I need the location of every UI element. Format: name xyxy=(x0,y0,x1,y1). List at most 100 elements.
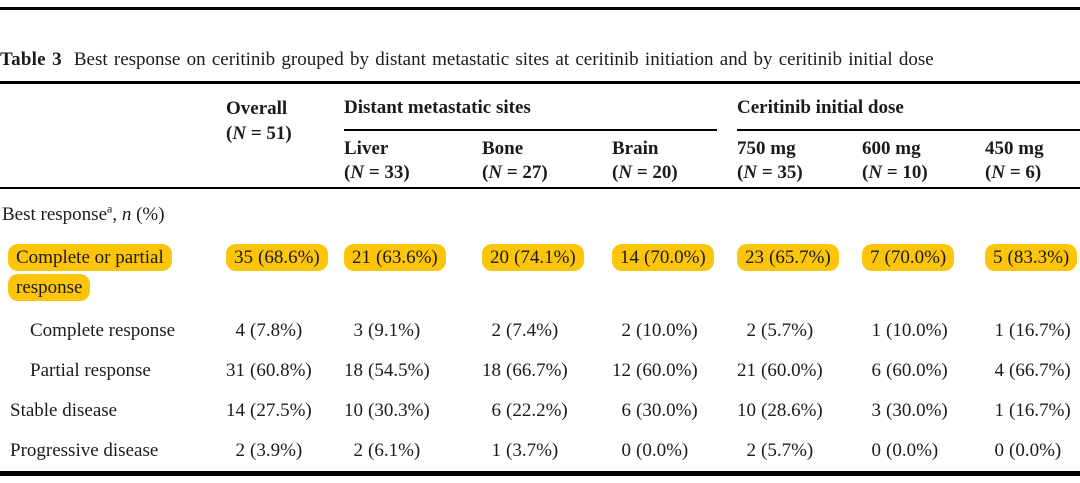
n-rest: = 51) xyxy=(246,123,292,144)
col-header-overall: Overall (N = 51) xyxy=(226,82,344,189)
n-open: ( xyxy=(482,162,489,183)
cell: 10 (28.6%) xyxy=(737,400,823,421)
cell: 5 (83.3%) xyxy=(985,233,1080,311)
highlight-mark: Complete or partial response xyxy=(8,244,172,301)
cell: 4 (66.7%) xyxy=(994,360,1071,381)
cell: 21 (63.6%) xyxy=(344,233,482,311)
overall-n-label: (N = 51) xyxy=(226,121,344,146)
table-number: Table 3 xyxy=(0,49,62,70)
col-n-label: (N = 33) xyxy=(344,161,482,185)
n-open: ( xyxy=(344,162,351,183)
highlight-mark: 21 (63.6%) xyxy=(344,244,446,271)
cell: 4 (7.8%) xyxy=(235,320,303,341)
cell: 1 (16.7%) xyxy=(994,320,1071,341)
cell: 35 (68.6%) xyxy=(226,233,344,311)
col-label: Brain xyxy=(612,138,659,159)
group-label: Distant metastatic sites xyxy=(344,84,718,131)
cell: 6 (22.2%) xyxy=(491,400,568,421)
col-n-label: (N = 6) xyxy=(985,161,1080,185)
group-header-row: Overall (N = 51) Distant metastatic site… xyxy=(0,82,1080,189)
col-n-label: (N = 10) xyxy=(862,161,985,185)
n-open: ( xyxy=(985,162,992,183)
highlight-mark: 14 (70.0%) xyxy=(612,244,714,271)
cell: 14 (70.0%) xyxy=(612,233,737,311)
n-rest: = 27) xyxy=(502,162,548,183)
cell: 6 (60.0%) xyxy=(871,360,948,381)
cell: 1 (3.7%) xyxy=(491,440,559,461)
n-rest: = 20) xyxy=(632,162,678,183)
cell: 2 (6.1%) xyxy=(353,440,421,461)
cell: 2 (7.4%) xyxy=(491,320,559,341)
cell: 21 (60.0%) xyxy=(737,360,823,381)
row-stable-disease: Stable disease 14 (27.5%) 10 (30.3%) 6 (22.… xyxy=(0,391,1080,431)
highlight-mark: 23 (65.7%) xyxy=(737,244,839,271)
n-open: ( xyxy=(862,162,869,183)
n-symbol: N xyxy=(868,162,883,183)
cell: 12 (60.0%) xyxy=(612,360,698,381)
cell: 1 (16.7%) xyxy=(994,400,1071,421)
col-header-450mg: 450 mg (N = 6) xyxy=(985,131,1080,189)
col-label: Bone xyxy=(482,138,524,159)
n-rest: = 10) xyxy=(882,162,928,183)
n-symbol: N xyxy=(232,123,247,144)
row-label: Complete or partial response xyxy=(0,233,226,311)
col-header-600mg: 600 mg (N = 10) xyxy=(862,131,986,189)
highlight-mark: 20 (74.1%) xyxy=(482,244,584,271)
row-label: Complete response xyxy=(30,320,176,341)
cell: 0 (0.0%) xyxy=(621,440,689,461)
col-label: 450 mg xyxy=(985,138,1044,159)
cell: 10 (30.3%) xyxy=(344,400,430,421)
col-n-label: (N = 20) xyxy=(612,161,737,185)
cell: 7 (70.0%) xyxy=(862,233,985,311)
cell: 6 (30.0%) xyxy=(621,400,698,421)
corner-cell xyxy=(0,82,226,189)
col-header-brain: Brain (N = 20) xyxy=(612,131,738,189)
cell: 1 (10.0%) xyxy=(871,320,948,341)
row-label: Partial response xyxy=(30,360,151,381)
n-lowercase-symbol: n xyxy=(121,204,132,225)
col-label: Liver xyxy=(344,138,389,159)
cell: 2 (3.9%) xyxy=(235,440,303,461)
group-label: Ceritinib initial dose xyxy=(737,84,1080,131)
cell: 0 (0.0%) xyxy=(994,440,1062,461)
col-label: 750 mg xyxy=(737,138,796,159)
row-best-response-section: Best responsea, n (%) xyxy=(0,188,1080,233)
top-rule xyxy=(0,7,1080,10)
col-n-label: (N = 35) xyxy=(737,161,862,185)
n-rest: = 33) xyxy=(364,162,410,183)
subheader-row: Liver (N = 33) Bone (N = 27) Brain (N = … xyxy=(0,131,1080,189)
n-symbol: N xyxy=(488,162,503,183)
group-header-ceritinib-initial-dose: Ceritinib initial dose xyxy=(737,83,1080,131)
n-open: ( xyxy=(737,162,744,183)
col-header-bone: Bone (N = 27) xyxy=(482,131,612,189)
cell: 0 (0.0%) xyxy=(871,440,939,461)
cell: 18 (66.7%) xyxy=(482,360,568,381)
cell: 20 (74.1%) xyxy=(482,233,612,311)
group-header-distant-metastatic-sites: Distant metastatic sites xyxy=(344,83,737,131)
cell: 2 (5.7%) xyxy=(746,440,814,461)
n-rest: = 35) xyxy=(757,162,803,183)
cell: 14 (27.5%) xyxy=(226,400,312,421)
highlight-mark: 7 (70.0%) xyxy=(862,244,955,271)
table-caption: Table 3 Best response on ceritinib groupe… xyxy=(0,10,1080,81)
col-label: 600 mg xyxy=(862,138,921,159)
row-label: Progressive disease xyxy=(10,440,159,461)
col-header-liver: Liver (N = 33) xyxy=(344,131,482,189)
n-open: ( xyxy=(612,162,619,183)
footnote-marker-a: a xyxy=(107,201,113,216)
col-n-label: (N = 27) xyxy=(482,161,612,185)
row-complete-response: Complete response 4 (7.8%) 3 (9.1%) 2 (7.4%… xyxy=(0,311,1080,351)
n-symbol: N xyxy=(743,162,758,183)
cell: 18 (54.5%) xyxy=(344,360,430,381)
row-partial-response: Partial response 31 (60.8%) 18 (54.5%) 18(… xyxy=(0,351,1080,391)
n-symbol: N xyxy=(991,162,1006,183)
cell: 2 (10.0%) xyxy=(621,320,698,341)
results-table: Overall (N = 51) Distant metastatic site… xyxy=(0,81,1080,476)
overall-label: Overall xyxy=(226,98,288,119)
highlight-mark: 5 (83.3%) xyxy=(985,244,1078,271)
row-label: Stable disease xyxy=(10,400,118,421)
table-caption-text: Best response on ceritinib grouped by di… xyxy=(73,49,934,70)
cell: 2 (5.7%) xyxy=(746,320,814,341)
n-open: ( xyxy=(226,123,233,144)
